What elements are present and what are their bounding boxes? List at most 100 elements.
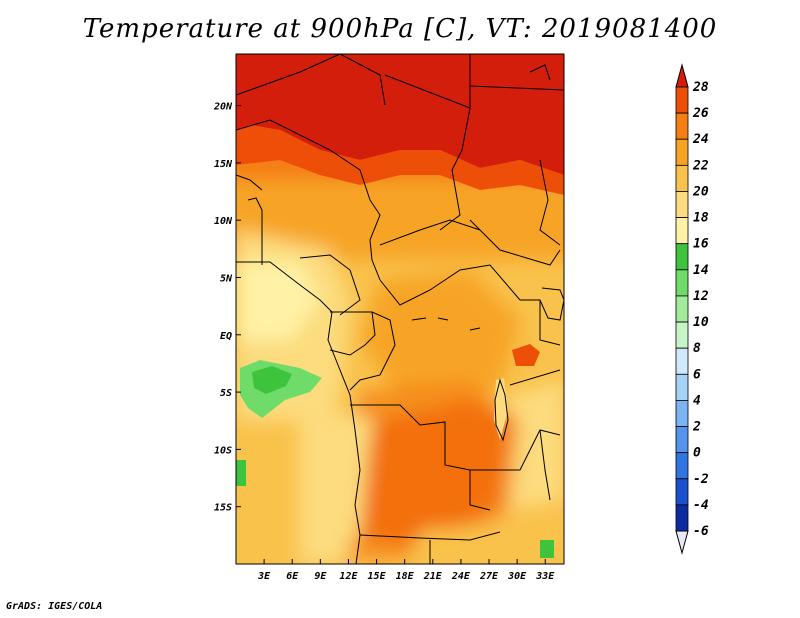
x-tick-label: 21E [423, 571, 443, 582]
colorbar-bin [675, 138, 689, 166]
colorbar-label: 2 [692, 420, 701, 435]
border-chad-sudan [439, 107, 471, 231]
border-angola-namibia [359, 531, 501, 541]
grads-footer: GrADS: IGES/COLA [6, 601, 103, 612]
plot-frame [235, 53, 565, 565]
colorbar-label: -6 [693, 524, 709, 539]
y-ticks: 20N 15N 10N 5N EQ 5S 10S 15S [213, 102, 241, 514]
colorbar-bin [675, 295, 689, 323]
colorbar-bin [675, 191, 689, 218]
colorbar-label: 20 [692, 184, 709, 199]
colorbar-max-arrow [675, 63, 689, 88]
colorbar-bin [675, 426, 689, 454]
colorbar-label: 22 [692, 158, 709, 173]
y-tick-label: 20N [213, 102, 233, 113]
region-west-edge [236, 420, 300, 564]
x-tick-label: 18E [396, 571, 415, 582]
region-angola-orange [340, 380, 520, 560]
colorbar-label: 14 [693, 263, 709, 278]
temperature-field [236, 54, 564, 564]
colorbar-bin [675, 217, 689, 245]
border-chad-cameroon [369, 199, 381, 281]
border-uganda-kenya [539, 300, 561, 346]
border-dem-lakes [411, 317, 481, 331]
colorbar-label: 16 [693, 237, 709, 252]
y-tick-label: 10S [214, 445, 232, 456]
x-tick-label: 33E [535, 571, 555, 582]
x-tick-label: 15E [368, 571, 387, 582]
colorbar-bin [675, 164, 689, 192]
region-guinea-pale [236, 262, 320, 340]
x-tick-label: 6E [286, 571, 299, 582]
colorbar-label: 10 [693, 315, 709, 330]
chart-title: Temperature at 900hPa [C], VT: 201908140… [82, 14, 718, 44]
colorbar-label: 18 [693, 211, 709, 226]
colorbar-bin [675, 86, 689, 114]
border-gabon [329, 311, 376, 356]
x-tick-label: 3E [257, 571, 271, 582]
coastline-gulf [236, 261, 333, 313]
border-car-drc [379, 264, 521, 306]
border-drc-angola [350, 404, 491, 511]
x-tick-label: 30E [507, 571, 527, 582]
y-tick-label: 15S [214, 503, 232, 514]
border-lake-malawi [539, 429, 551, 501]
colorbar-label: 4 [693, 393, 701, 408]
colorbar-label: 0 [693, 446, 701, 461]
region-kalahari [410, 520, 564, 564]
colorbar-bin [675, 321, 689, 349]
colorbar-min-arrow [675, 530, 689, 555]
y-tick-label: 15N [214, 159, 233, 170]
region-sahara [236, 54, 564, 175]
colorbar-label: 6 [693, 367, 701, 382]
x-tick-label: 24E [451, 571, 471, 582]
colorbar-label: 28 [692, 80, 709, 95]
colorbar-label: 24 [692, 132, 709, 147]
border-car-chad [379, 219, 481, 246]
border-tanzania [509, 369, 561, 386]
colorbar-label: 8 [693, 341, 701, 356]
x-tick-label: 27E [479, 571, 499, 582]
region-congo [360, 270, 520, 400]
y-tick-label: 10N [214, 216, 233, 227]
colorbar-bin [675, 373, 689, 401]
colorbar-label: 26 [692, 106, 709, 121]
x-tick-label: 12E [339, 571, 358, 582]
border-sudan-ethiopia [539, 159, 561, 246]
colorbar-bin [675, 112, 689, 140]
region-gabon-green-dark [252, 366, 292, 394]
border-mali-burkina [236, 174, 263, 191]
colorbar-bin [675, 269, 689, 297]
x-tick-label: 9E [314, 571, 327, 582]
region-west-green [236, 460, 246, 486]
region-southeast-green [540, 540, 554, 558]
colorbar-label: -4 [693, 498, 709, 513]
colorbar-label: 12 [693, 289, 709, 304]
border-congo [349, 311, 396, 391]
x-ticks: 3E 6E 9E 12E 15E 18E 21E 24E 27E 30E 33E [257, 559, 555, 582]
y-tick-label: EQ [220, 331, 232, 342]
y-tick-label: 5S [220, 388, 232, 399]
colorbar-bin [675, 243, 689, 271]
coastline-west [327, 311, 361, 564]
colorbar-bin [675, 478, 689, 506]
border-niger-nigeria [236, 119, 371, 201]
region-sahara-fringe [236, 125, 564, 195]
border-benin-nigeria [247, 197, 263, 265]
country-borders [236, 54, 564, 564]
y-tick-label: 5N [220, 273, 233, 284]
border-zambia [470, 429, 561, 471]
border-nigeria-cameroon [299, 254, 361, 316]
colorbar-bin [675, 347, 689, 375]
border-south-sudan [469, 219, 561, 266]
border-libya-niger [339, 54, 386, 106]
border-algeria-niger [236, 54, 341, 96]
border-lake-tanganyika [494, 378, 509, 442]
border-egypt-sudan [469, 85, 564, 91]
lake-victoria [512, 344, 540, 366]
colorbar-bin [675, 452, 689, 480]
colorbar-bin [675, 400, 689, 427]
colorbar-label: -2 [693, 472, 709, 487]
